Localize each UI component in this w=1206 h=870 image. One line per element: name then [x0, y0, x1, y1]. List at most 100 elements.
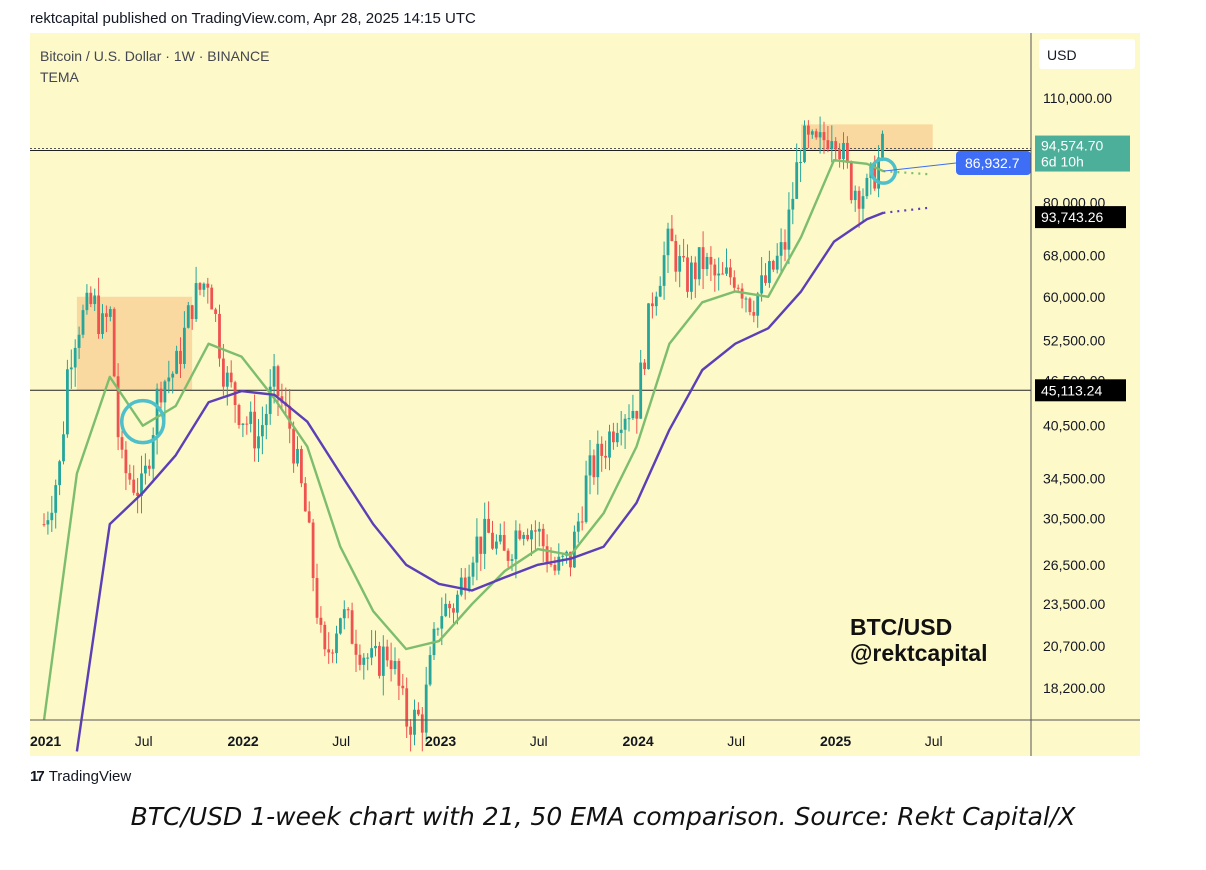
candle-up	[608, 431, 611, 458]
candle-down	[97, 295, 100, 335]
ema-21-projection	[883, 170, 929, 176]
candle-up	[77, 334, 81, 348]
candle-up	[475, 536, 479, 563]
candle-up	[424, 684, 428, 733]
price-chart[interactable]: 86,932.7 BTC/USD@rektcapital Bitcoin / U.S…	[30, 33, 1140, 756]
y-tick-label: 52,500.00	[1043, 333, 1105, 349]
publish-header: rektcapital published on TradingView.com…	[30, 10, 476, 27]
candle-up	[690, 262, 693, 292]
candle-down	[463, 577, 467, 591]
candle-up	[58, 461, 61, 486]
candle-up	[428, 655, 432, 685]
candle-up	[705, 256, 709, 270]
candle-down	[592, 455, 596, 478]
candle-down	[159, 388, 163, 403]
candle-down	[771, 261, 775, 270]
candle-down	[452, 608, 455, 613]
candle-down	[307, 511, 311, 523]
candle-down	[748, 298, 752, 313]
candle-down	[873, 163, 877, 189]
candle-up	[413, 709, 416, 735]
candle-up	[264, 413, 268, 426]
candle-down	[354, 643, 358, 655]
x-tick-label: 2023	[425, 733, 456, 749]
candle-down	[389, 660, 393, 670]
candle-down	[580, 521, 584, 523]
candle-down	[346, 609, 350, 611]
candle-up	[183, 327, 186, 364]
candle-down	[218, 313, 221, 359]
x-tick-label: 2024	[623, 733, 654, 749]
candle-down	[323, 624, 327, 650]
y-tick-label: 30,500.00	[1043, 511, 1105, 527]
candle-down	[128, 473, 132, 480]
candle-up	[467, 576, 471, 591]
candle-down	[237, 404, 241, 425]
candle-up	[623, 418, 627, 430]
chart-area[interactable]: 86,932.7 BTC/USD @rektcapital Bitcoin / U.S…	[30, 33, 1140, 756]
candle-up	[725, 267, 728, 274]
candle-down	[327, 649, 331, 653]
candle-down	[822, 132, 826, 141]
candle-down	[409, 726, 412, 735]
ema-50-line	[75, 211, 884, 752]
candle-up	[257, 436, 260, 449]
highlight-circle	[869, 157, 898, 185]
candle-up	[639, 362, 643, 419]
candle-down	[245, 423, 249, 425]
candle-down	[214, 309, 217, 314]
candle-down	[709, 256, 713, 265]
candle-up	[362, 657, 366, 665]
candle-down	[721, 273, 724, 275]
watermark-line-2: @rektcapital	[850, 640, 987, 666]
resistance-zone	[76, 296, 193, 391]
candle-down	[276, 366, 280, 397]
y-tick-label: 60,000.00	[1043, 289, 1105, 305]
candle-up	[249, 411, 253, 424]
candle-down	[42, 524, 46, 526]
candle-up	[202, 283, 206, 290]
candle-down	[397, 660, 401, 686]
candle-up	[615, 432, 619, 443]
y-tick-label: 40,500.00	[1043, 418, 1105, 434]
candle-up	[779, 242, 783, 256]
tradingview-logo[interactable]: 17 TradingView	[30, 768, 131, 785]
candle-up	[144, 465, 147, 474]
candle-up	[760, 275, 763, 294]
candle-down	[670, 228, 674, 242]
candle-up	[495, 541, 498, 549]
candle-down	[643, 362, 646, 370]
candle-down	[116, 376, 120, 438]
candle-up	[62, 434, 65, 462]
currency-box	[1039, 39, 1135, 69]
candle-up	[459, 577, 463, 595]
x-tick-label: Jul	[135, 733, 153, 749]
candle-down	[315, 577, 319, 618]
candle-up	[530, 530, 533, 540]
highlight-circle	[120, 398, 166, 445]
candle-down	[491, 532, 494, 549]
candle-down	[303, 483, 307, 512]
candle-down	[526, 534, 529, 540]
candle-up	[163, 381, 167, 403]
candle-down	[253, 411, 256, 449]
candle-up	[370, 648, 373, 658]
candle-up	[865, 177, 869, 197]
candle-up	[744, 298, 748, 300]
candle-up	[54, 485, 58, 513]
candle-up	[514, 530, 518, 560]
y-tick-label: 34,500.00	[1043, 470, 1105, 486]
candle-down	[105, 313, 108, 317]
candle-up	[561, 555, 565, 557]
candle-down	[783, 242, 787, 250]
candle-up	[775, 255, 779, 270]
candle-up	[296, 448, 299, 464]
candle-down	[385, 646, 389, 661]
candle-up	[440, 616, 444, 629]
candle-down	[826, 140, 830, 150]
candle-up	[186, 305, 190, 328]
candle-down	[807, 125, 810, 135]
ema-50-projection	[883, 206, 929, 214]
candle-up	[50, 512, 54, 521]
candle-down	[124, 449, 128, 474]
